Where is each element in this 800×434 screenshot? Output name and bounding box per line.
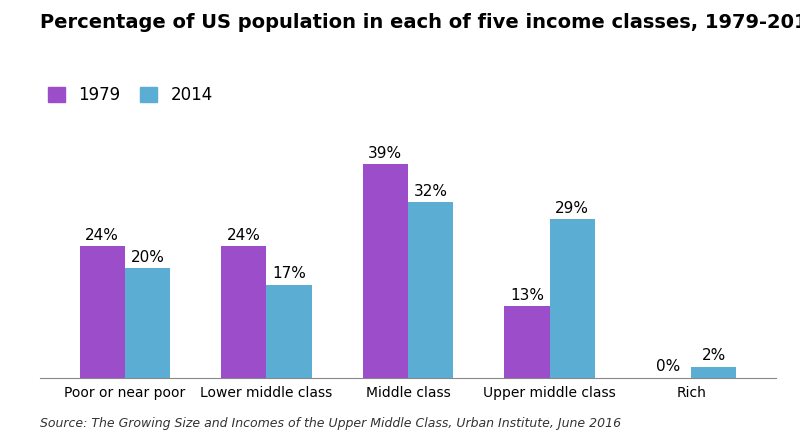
Text: 39%: 39% [368, 146, 402, 161]
Bar [550, 219, 595, 378]
Bar [125, 268, 170, 378]
Bar [408, 203, 454, 378]
Text: 32%: 32% [414, 184, 448, 199]
Text: 24%: 24% [86, 228, 119, 243]
Bar [691, 367, 736, 378]
Text: 20%: 20% [130, 250, 165, 265]
Text: 17%: 17% [272, 266, 306, 281]
Text: Source: The Growing Size and Incomes of the Upper Middle Class, Urban Institute,: Source: The Growing Size and Incomes of … [40, 417, 621, 430]
Bar [266, 285, 312, 378]
Bar [362, 164, 408, 378]
Bar [504, 306, 550, 378]
Text: 24%: 24% [227, 228, 261, 243]
Text: 29%: 29% [555, 201, 589, 216]
Text: 0%: 0% [656, 359, 681, 374]
Legend: 1979, 2014: 1979, 2014 [48, 86, 213, 105]
Bar [80, 246, 125, 378]
Text: Percentage of US population in each of five income classes, 1979-2014: Percentage of US population in each of f… [40, 13, 800, 32]
Text: 13%: 13% [510, 288, 544, 303]
Text: 2%: 2% [702, 349, 726, 363]
Bar [221, 246, 266, 378]
